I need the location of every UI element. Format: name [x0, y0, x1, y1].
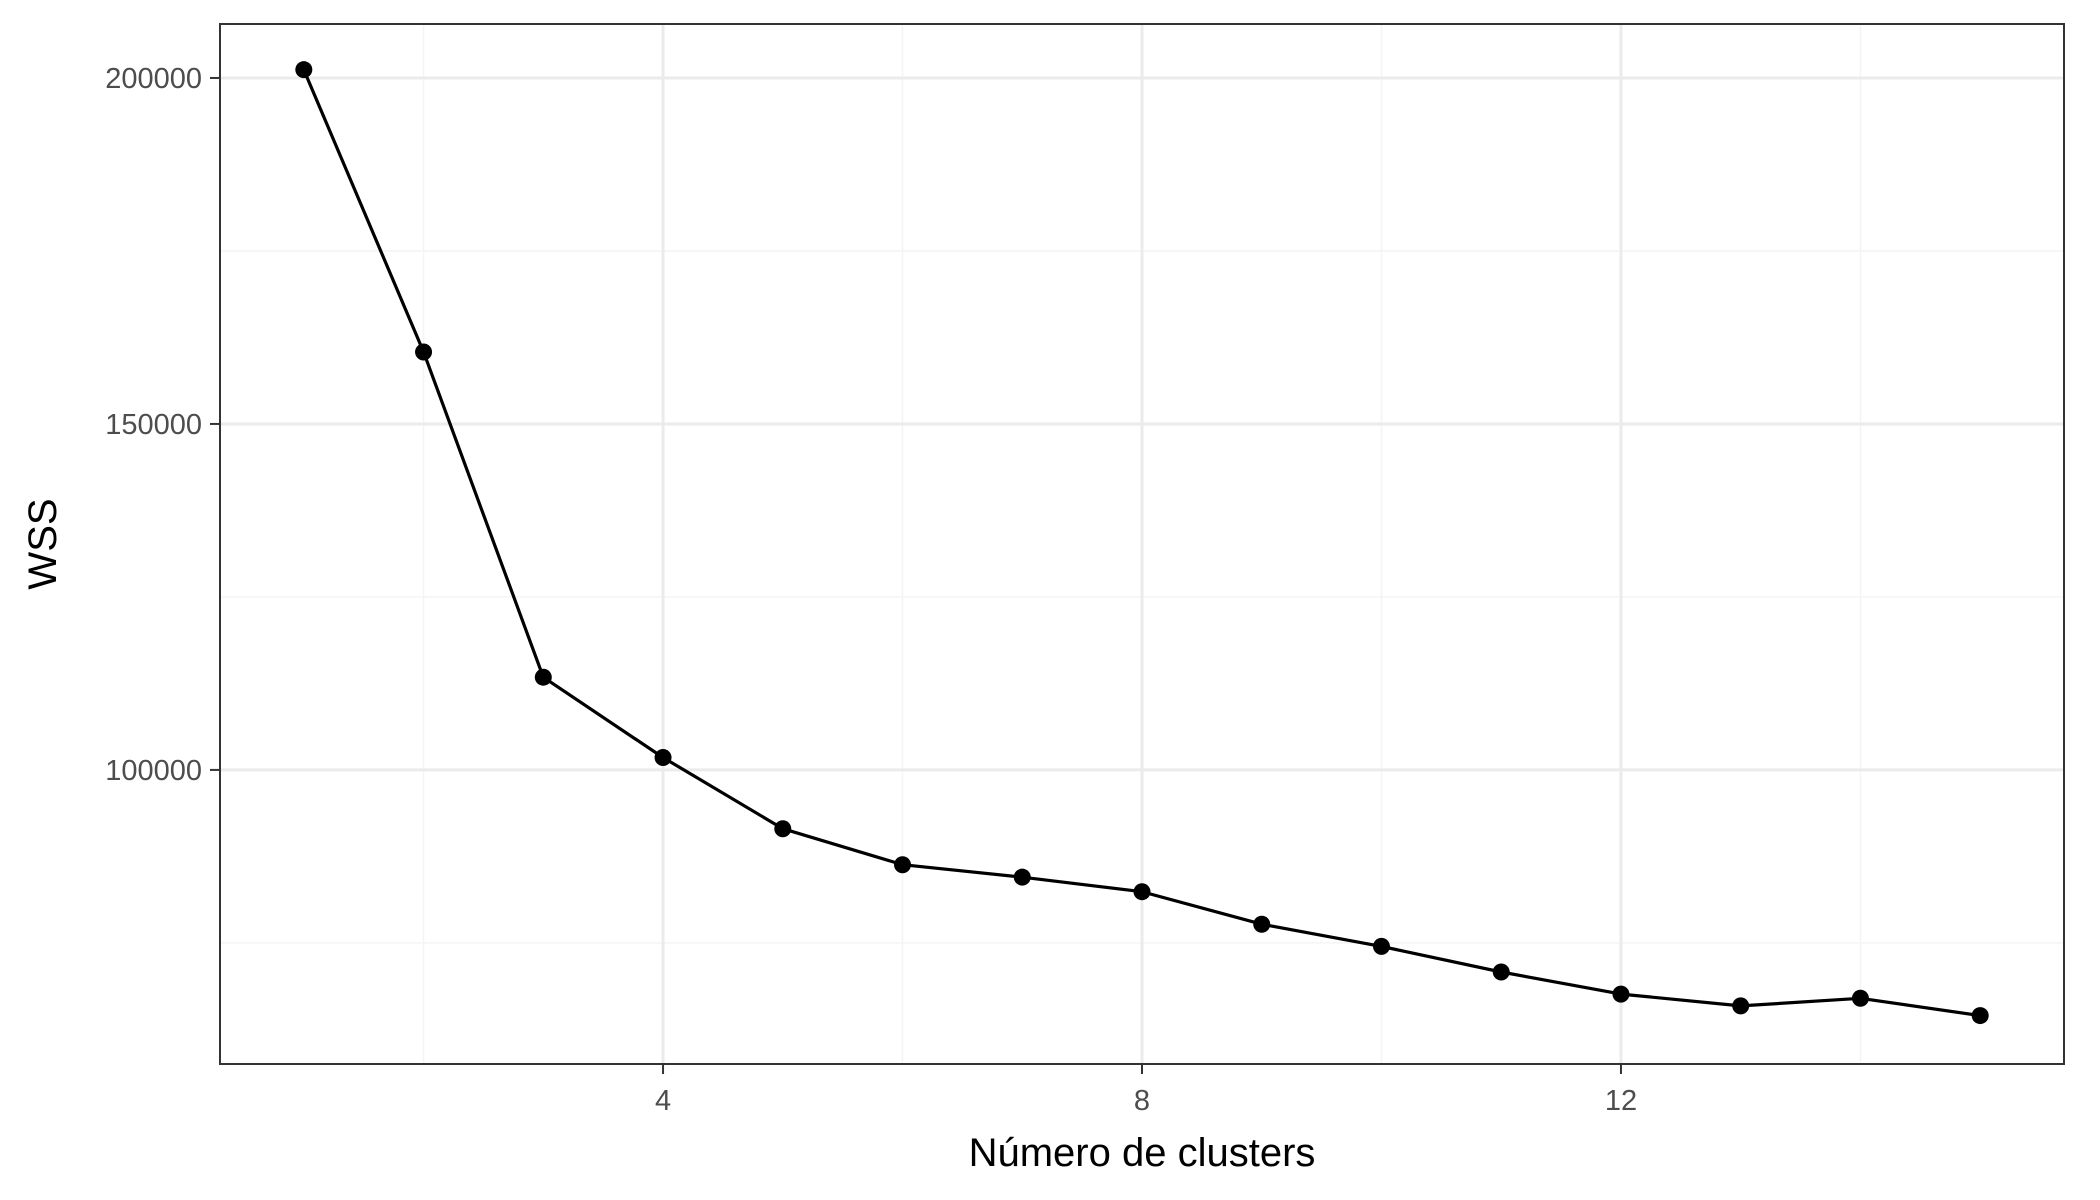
data-point [774, 820, 792, 838]
y-tick-label: 150000 [105, 409, 202, 441]
data-point [654, 748, 672, 766]
tick-labels: 4 8 12 100000 150000 200000 [105, 63, 1637, 1117]
data-point [1732, 997, 1750, 1015]
y-axis-title: WSS [21, 498, 65, 589]
x-axis-title: Número de clusters [969, 1131, 1316, 1175]
major-gridlines [220, 24, 2064, 1064]
y-tick-label: 200000 [105, 63, 202, 95]
data-point [534, 668, 552, 686]
data-point [1971, 1007, 1989, 1025]
data-point [1492, 963, 1510, 981]
y-tick-label: 100000 [105, 755, 202, 787]
data-point [894, 856, 912, 874]
data-point [295, 61, 313, 79]
data-point [415, 343, 433, 361]
data-point [1133, 883, 1151, 901]
series-layer [295, 61, 1989, 1025]
data-point [1253, 915, 1271, 933]
data-point [1372, 937, 1390, 955]
x-tick-label: 4 [655, 1085, 671, 1117]
data-point [1851, 989, 1869, 1007]
x-tick-label: 8 [1134, 1085, 1150, 1117]
x-tick-label: 12 [1605, 1085, 1637, 1117]
data-point [1612, 985, 1630, 1003]
data-point [1013, 868, 1031, 886]
axis-ticks [210, 76, 1622, 1074]
